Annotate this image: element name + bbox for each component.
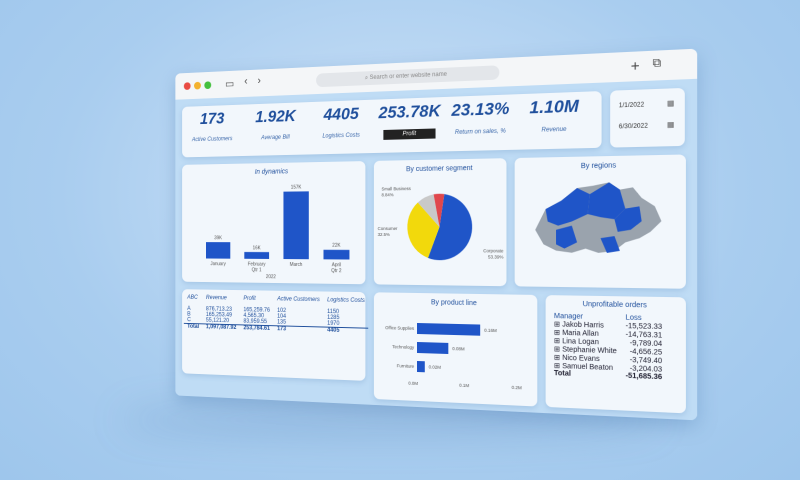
table-cell: 173 (274, 326, 324, 334)
kpi-logistics-costs[interactable]: 4405 Logistics Costs (309, 104, 374, 140)
maximize-dot-icon[interactable] (204, 81, 211, 89)
end-date[interactable]: 6/30/2022 (619, 123, 648, 130)
kpi-label: Active Customers (182, 136, 242, 143)
table-cell: 1,097,087.92 (203, 324, 240, 331)
segment-chart-card: By customer segment Small Business 8.84% C… (374, 158, 507, 286)
bar (417, 361, 425, 372)
x-tick-label: April (332, 262, 341, 268)
url-bar[interactable]: ⌕ Search or enter website name (316, 65, 499, 87)
table-cell: 4405 (323, 327, 368, 335)
x-tick-label: 0.2M (512, 385, 523, 391)
kpi-average-bill[interactable]: 1.92K Average Bill (244, 106, 307, 142)
browser-window: ▭ ‹ › ⌕ Search or enter website name + ⧉… (175, 49, 697, 421)
date-filter-card: 1/1/2022 ▦ 6/30/2022 ▦ (610, 88, 685, 148)
bar-value-label: 0.16M (484, 327, 497, 333)
segment-pie-chart: Small Business8.84% Consumer32.5% Corporat… (374, 158, 507, 286)
x-tick-label: March (290, 262, 303, 268)
table-header-row: ABC Revenue Profit Active Customers Logi… (184, 295, 369, 304)
slice-name-label: Small Business (381, 186, 410, 192)
bar-value-label: 0.08M (452, 346, 465, 352)
new-tab-icon[interactable]: + (631, 57, 640, 74)
kpi-label: Return on sales, % (445, 128, 515, 136)
kpi-profit[interactable]: 253.78K Profit (376, 101, 444, 140)
bar-value-label: 22K (332, 243, 341, 249)
bar (283, 191, 308, 259)
x-tick-label: January (210, 261, 226, 267)
category-label: Technology (392, 344, 415, 350)
regions-map-card: By regions (515, 154, 686, 288)
bar (417, 342, 448, 354)
kpi-value: 1.10M (518, 96, 591, 119)
bar (206, 242, 230, 259)
unprofitable-table: Manager Loss ⊞ Jakob Harris -15,523.33 ⊞ … (550, 313, 667, 382)
bar-value-label: 0.02M (429, 364, 442, 370)
kpi-value: 173 (182, 108, 242, 129)
unprofitable-orders-card: Unprofitable orders Manager Loss ⊞ Jakob… (546, 295, 686, 413)
kpi-value: 23.13% (445, 98, 515, 121)
bar (244, 252, 269, 259)
quarter-label: Qtr 1 (252, 267, 262, 273)
column-header[interactable]: Revenue (203, 295, 240, 301)
kpi-return-on-sales[interactable]: 23.13% Return on sales, % (445, 98, 515, 136)
year-label: 2022 (266, 274, 276, 280)
product-bar-chart: Office Supplies 0.16M Technology 0.08M Furni… (374, 292, 537, 406)
slice-pct-label: 32.5% (378, 232, 390, 237)
table-cell: Total (184, 323, 203, 330)
kpi-value: 4405 (309, 104, 374, 126)
slice-name-label: Corporate (483, 248, 504, 253)
kpi-label-selected: Profit (383, 128, 435, 139)
url-placeholder: Search or enter website name (370, 72, 447, 81)
minimize-dot-icon[interactable] (194, 82, 201, 90)
category-label: Office Supplies (385, 325, 414, 331)
bar-value-label: 16K (253, 245, 262, 251)
x-tick-label: 0.0M (408, 380, 418, 386)
column-header[interactable]: Logistics Costs (323, 297, 368, 304)
kpi-revenue[interactable]: 1.10M Revenue (518, 96, 591, 135)
abc-table-card: ABC Revenue Profit Active Customers Logi… (182, 289, 365, 381)
product-chart-card: By product line Office Supplies 0.16M Tech… (374, 292, 537, 406)
dynamics-chart-card: In dynamics 39K January 16K February 157K Mar… (182, 161, 365, 284)
chart-title: Unprofitable orders (546, 300, 686, 310)
x-tick-label: 0.1M (459, 382, 469, 388)
calendar-icon[interactable]: ▦ (667, 120, 674, 129)
dashboard: 173 Active Customers 1.92K Average Bill 44… (175, 79, 697, 421)
bar-value-label: 157K (291, 184, 302, 190)
bar (323, 250, 349, 260)
kpi-value: 253.78K (376, 101, 444, 123)
kpi-value: 1.92K (244, 106, 307, 127)
back-icon[interactable]: ‹ (244, 76, 247, 88)
column-header[interactable]: Active Customers (274, 296, 324, 303)
close-dot-icon[interactable] (184, 82, 191, 90)
slice-pct-label: 53.39% (488, 254, 504, 259)
tabs-overview-icon[interactable]: ⧉ (653, 57, 662, 71)
abc-table: ABC Revenue Profit Active Customers Logi… (184, 295, 369, 335)
calendar-icon[interactable]: ▦ (667, 99, 674, 108)
kpi-label: Logistics Costs (309, 132, 374, 140)
forward-icon[interactable]: › (258, 75, 261, 87)
start-date[interactable]: 1/1/2022 (619, 102, 644, 109)
quarter-label: Qtr 2 (331, 268, 342, 274)
kpi-card: 173 Active Customers 1.92K Average Bill 44… (182, 91, 601, 157)
column-header[interactable]: Profit (240, 296, 274, 302)
dynamics-bar-chart: 39KJanuary16KFebruary157KMarch22KAprilQt… (182, 161, 365, 284)
bar-value-label: 39K (214, 235, 222, 241)
canada-map[interactable] (515, 154, 686, 288)
kpi-active-customers[interactable]: 173 Active Customers (182, 108, 242, 143)
kpi-label: Revenue (518, 126, 591, 134)
sidebar-icon[interactable]: ▭ (225, 77, 234, 90)
bar (417, 323, 480, 336)
slice-name-label: Consumer (378, 226, 398, 231)
kpi-label: Average Bill (244, 134, 307, 142)
x-tick-label: February (248, 261, 266, 267)
category-label: Furniture (397, 363, 415, 369)
table-cell: 253,784.61 (240, 325, 274, 332)
slice-pct-label: 8.84% (381, 192, 393, 197)
table-cell: -51,685.36 (621, 372, 666, 381)
